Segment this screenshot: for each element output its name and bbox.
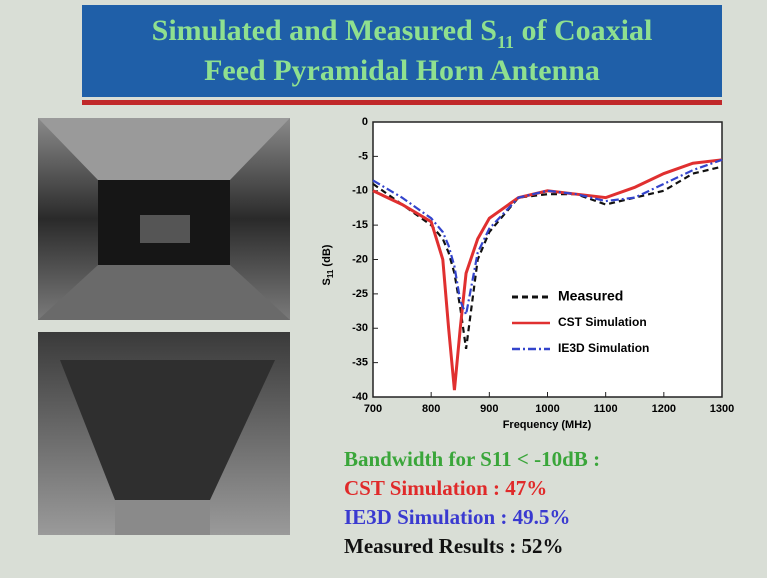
x-tick-label: 700 (364, 403, 382, 415)
legend-label: CST Simulation (558, 315, 647, 329)
y-tick-label: 0 (362, 116, 368, 128)
y-tick-label: -20 (352, 253, 368, 265)
y-tick-label: -25 (352, 288, 368, 300)
y-tick-label: -15 (352, 219, 368, 231)
title-line-2: Feed Pyramidal Horn Antenna (204, 54, 600, 87)
x-tick-label: 1200 (652, 403, 676, 415)
note-line: Measured Results : 52% (344, 534, 564, 558)
x-tick-label: 1100 (594, 403, 618, 415)
legend-label: Measured (558, 288, 623, 304)
slide: Simulated and Measured S11 of Coaxial Fe… (0, 0, 767, 578)
title-text: Simulated and Measured S (152, 14, 497, 47)
note-line: CST Simulation : 47% (344, 476, 547, 500)
title-text: of Coaxial (514, 14, 652, 47)
plot-area (373, 122, 722, 397)
x-tick-label: 1300 (710, 403, 734, 415)
x-tick-label: 800 (422, 403, 440, 415)
title-subscript: 11 (497, 32, 514, 52)
y-tick-label: -40 (352, 391, 368, 403)
y-tick-label: -30 (352, 322, 368, 334)
y-tick-label: -35 (352, 357, 368, 369)
title-rule (82, 100, 722, 105)
y-label-text: (dB) (321, 244, 333, 269)
y-tick-label: -5 (358, 150, 368, 162)
x-tick-label: 1000 (535, 403, 559, 415)
y-label-text: S (321, 278, 333, 285)
y-axis-label: S11 (dB) (321, 244, 335, 285)
y-tick-label: -10 (352, 185, 368, 197)
photo-bottom (38, 332, 290, 535)
page: {"slide": { "title_line1_pre": "Simulate… (0, 0, 767, 578)
photo-top (38, 118, 290, 320)
x-axis-label: Frequency (MHz) (503, 419, 592, 431)
title-line-1: Simulated and Measured S11 of Coaxial (152, 14, 653, 52)
legend-label: IE3D Simulation (558, 341, 649, 355)
note-line: Bandwidth for S11 < -10dB : (344, 447, 600, 471)
note-line: IE3D Simulation : 49.5% (344, 505, 570, 529)
x-tick-label: 900 (480, 403, 498, 415)
